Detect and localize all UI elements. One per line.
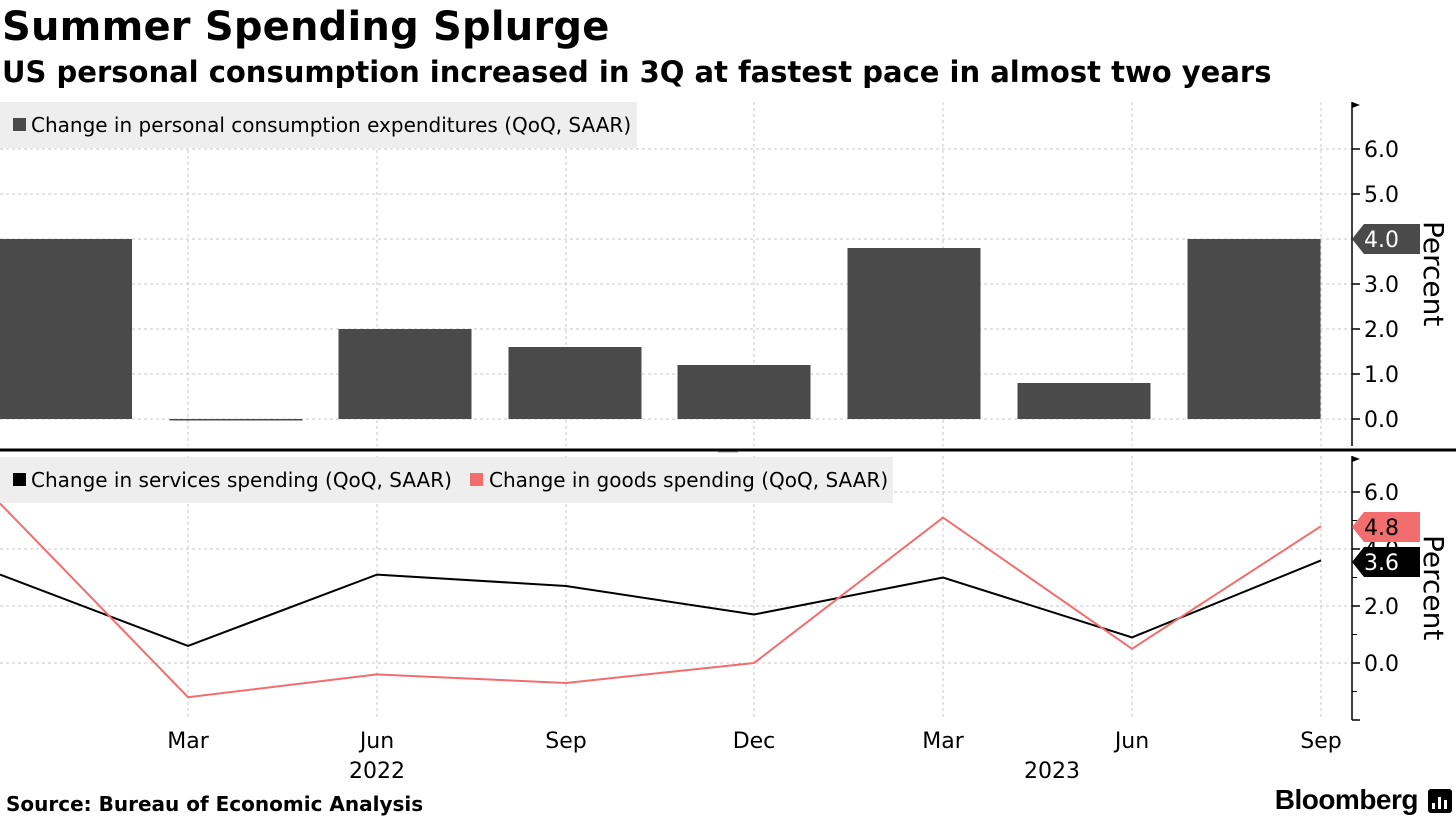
y-axis-label: Percent	[1417, 221, 1450, 326]
line-goods	[0, 502, 1322, 699]
bar-pce	[508, 347, 642, 419]
x-year-label: 2022	[349, 759, 405, 784]
brand-logo: Bloomberg	[1274, 784, 1419, 815]
line-services	[0, 559, 1322, 647]
last-value-tag-goods	[1352, 512, 1420, 542]
y-axis-label: Percent	[1417, 535, 1450, 640]
legend-label-goods: Change in goods spending (QoQ, SAAR)	[489, 468, 888, 492]
bar-pce	[1187, 239, 1321, 419]
y-tick-label: 1.0	[1364, 363, 1399, 388]
x-tick-label: Jun	[358, 729, 394, 754]
bloomberg-icon	[1428, 789, 1452, 813]
bar-pce	[0, 239, 132, 419]
chart-subtitle: US personal consumption increased in 3Q …	[2, 55, 1272, 89]
y-tick-label: 5.0	[1364, 183, 1399, 208]
source-note: Source: Bureau of Economic Analysis	[6, 792, 424, 816]
bar-pce	[677, 365, 811, 419]
last-value-tag-services	[1352, 547, 1420, 577]
y-axis-arrow	[1352, 456, 1360, 462]
legend-box	[0, 102, 637, 148]
bar-pce	[169, 419, 303, 421]
bar-pce	[1017, 383, 1151, 419]
legend-swatch-goods	[470, 473, 483, 486]
bar-pce	[847, 248, 981, 419]
x-tick-label: Sep	[545, 729, 586, 754]
y-tick-label: 3.0	[1364, 273, 1399, 298]
x-tick-label: Dec	[733, 729, 776, 754]
y-tick-label: 0.0	[1364, 652, 1399, 677]
x-year-label: 2023	[1024, 759, 1080, 784]
legend-label-pce: Change in personal consumption expenditu…	[31, 113, 631, 137]
legend-box	[0, 457, 893, 503]
y-axis-arrow	[1352, 102, 1360, 108]
legend-swatch-services	[13, 473, 26, 486]
last-value-tag	[1352, 224, 1420, 254]
x-tick-label: Mar	[922, 729, 964, 754]
legend-label-services: Change in services spending (QoQ, SAAR)	[31, 468, 452, 492]
last-value-label-services: 3.6	[1364, 551, 1399, 576]
y-tick-label: 2.0	[1364, 318, 1399, 343]
legend-swatch-pce	[13, 118, 26, 131]
y-tick-label: 6.0	[1364, 138, 1399, 163]
x-tick-label: Mar	[167, 729, 209, 754]
x-tick-label: Sep	[1300, 729, 1341, 754]
last-value-label: 4.0	[1364, 228, 1399, 253]
chart-title: Summer Spending Splurge	[2, 4, 610, 50]
last-value-label-goods: 4.8	[1364, 516, 1399, 541]
y-tick-label: 0.0	[1364, 408, 1399, 433]
bar-pce	[338, 329, 472, 419]
x-tick-label: Jun	[1113, 729, 1149, 754]
y-tick-label: 2.0	[1364, 595, 1399, 620]
y-tick-label: 6.0	[1364, 481, 1399, 506]
